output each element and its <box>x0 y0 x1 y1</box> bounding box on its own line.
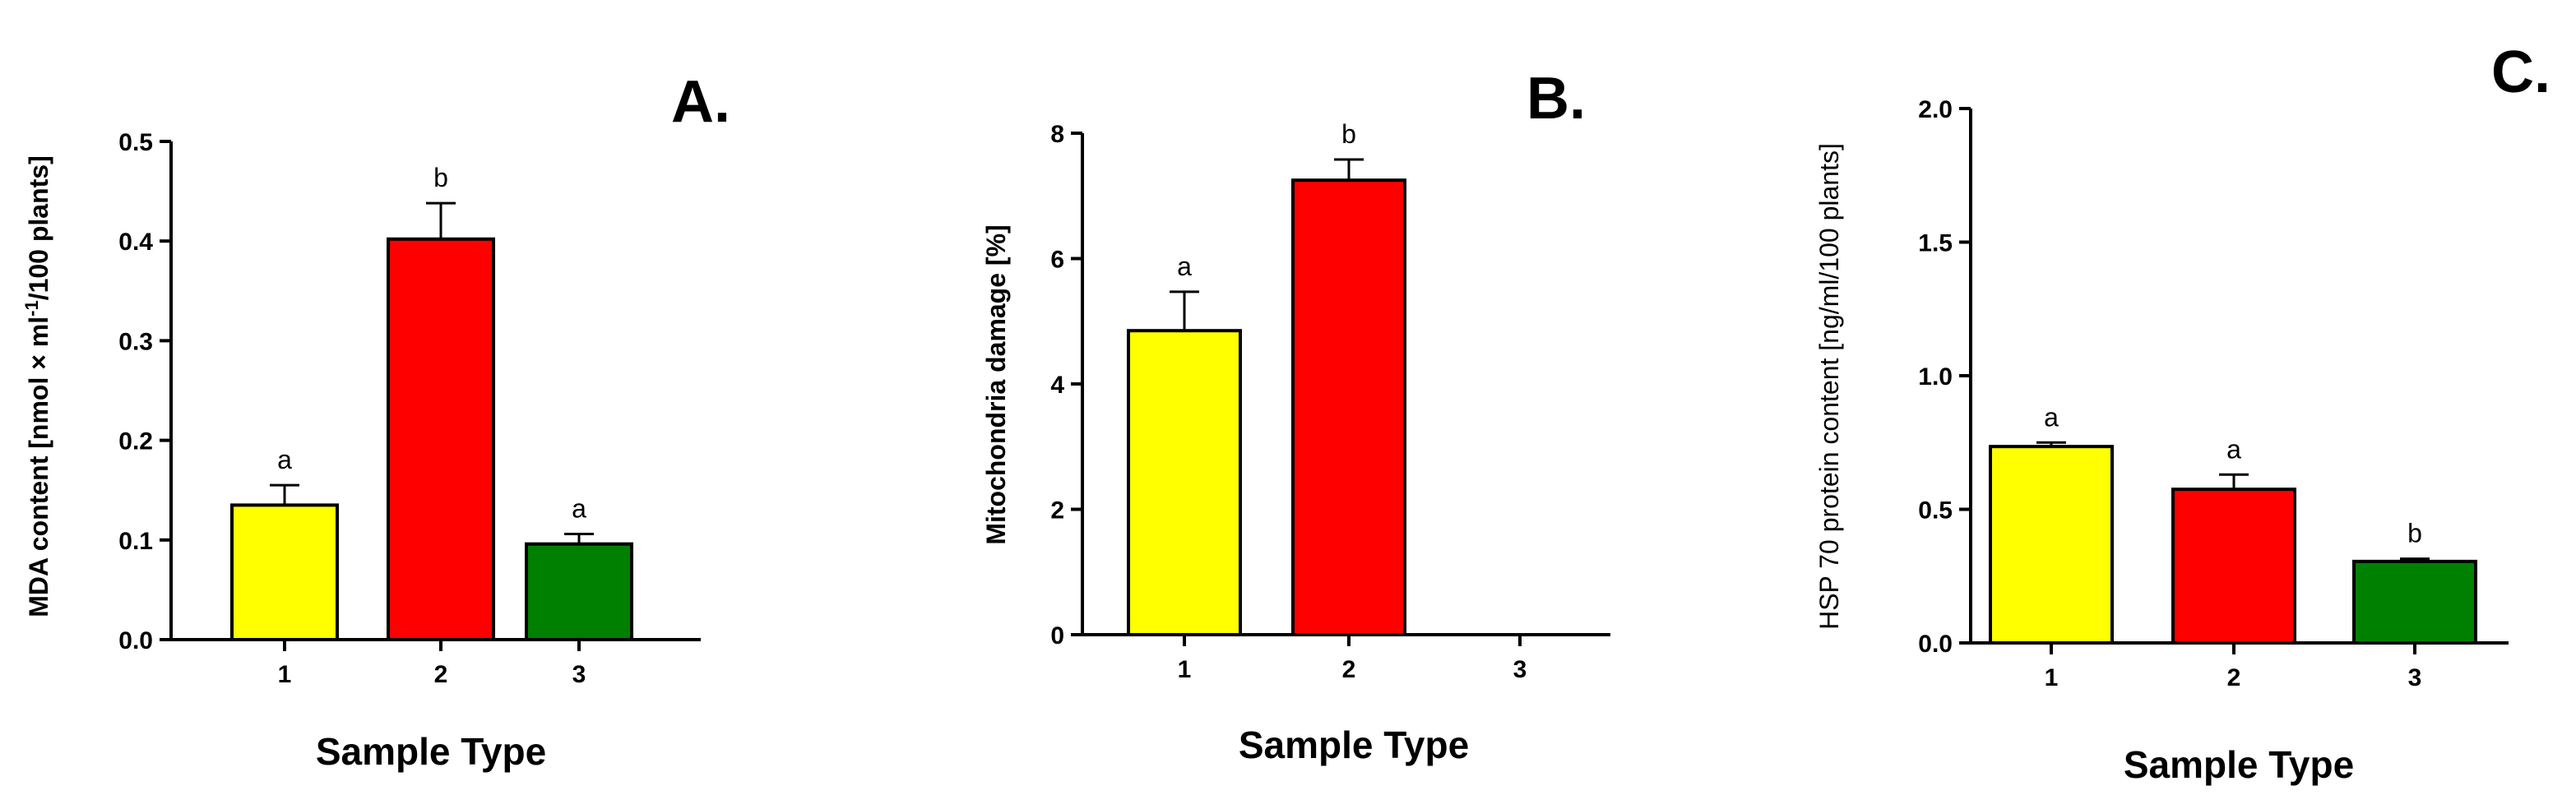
panel-a-ylabel: MDA content [nmol × ml-1/100 plants] <box>21 155 54 617</box>
panel-b-bar-2 <box>1291 178 1406 636</box>
panel-a-significance-label: b <box>433 163 448 192</box>
panel-b-y-tick-label: 4 <box>1050 372 1064 399</box>
panel-b-significance-label: b <box>1341 119 1356 149</box>
panel-a-bar-1 <box>230 503 339 641</box>
panel-c-chart: C. HSP 70 protein content [ng/ml/100 pla… <box>1814 39 2551 786</box>
panel-a-x-tick-label: 3 <box>572 661 586 688</box>
panel-c-xlabel: Sample Type <box>2124 743 2354 786</box>
panel-b-y-tick-label: 8 <box>1050 121 1064 148</box>
panel-b-y-tick-label: 6 <box>1050 247 1064 274</box>
panel-a-y-tick-label: 0.1 <box>118 528 153 555</box>
panel-a-chart: A. MDA content [nmol × ml-1/100 plants] … <box>21 69 731 773</box>
panel-c-x-tick-label: 3 <box>2408 664 2422 691</box>
panel-c-bar-1 <box>1989 445 2114 645</box>
panel-c-y-tick-label: 0.5 <box>1918 497 1953 525</box>
panel-c-bar-2 <box>2171 488 2296 645</box>
panel-a-significance-label: a <box>572 494 586 524</box>
panel-a-bar-2 <box>387 237 495 641</box>
panel-c-ylabel: HSP 70 protein content [ng/ml/100 plants… <box>1814 143 1844 630</box>
panel-c-x-tick-label: 2 <box>2227 664 2241 691</box>
panel-b-x-tick-label: 3 <box>1513 656 1527 683</box>
panel-b-letter: B. <box>1527 66 1586 132</box>
panel-b-y-tick-label: 0 <box>1050 622 1064 650</box>
panel-c-x-tick-label: 1 <box>2045 664 2059 691</box>
panel-b-chart: B. Mitochondria damage [%] Sample Type 0… <box>981 66 1610 766</box>
panel-c-significance-label: b <box>2407 519 2422 548</box>
panel-a-y-tick-label: 0.2 <box>118 428 153 455</box>
panel-b-x-tick-label: 2 <box>1342 656 1356 683</box>
panel-a-bar-3 <box>525 542 633 642</box>
panel-c-y-tick-label: 0.0 <box>1918 631 1953 658</box>
panel-b-significance-label: a <box>1177 252 1192 281</box>
panel-c-significance-label: a <box>2044 402 2059 432</box>
panel-b-x-tick-label: 1 <box>1178 656 1192 683</box>
panel-a-y-tick-label: 0.0 <box>118 627 153 654</box>
panel-c-letter: C. <box>2491 39 2551 105</box>
panel-c-bar-3 <box>2352 559 2477 645</box>
panel-c-y-tick-label: 2.0 <box>1918 96 1953 123</box>
panel-b-ylabel: Mitochondria damage [%] <box>981 224 1011 544</box>
panel-a-y-tick-label: 0.4 <box>118 229 153 256</box>
panel-a-letter: A. <box>671 69 730 135</box>
panel-c-significance-label: a <box>2226 434 2241 464</box>
panel-a-xlabel: Sample Type <box>316 730 546 773</box>
panel-b-y-tick-label: 2 <box>1050 497 1064 525</box>
panel-b-xlabel: Sample Type <box>1239 723 1469 766</box>
panel-c-y-tick-label: 1.5 <box>1918 230 1953 257</box>
panel-a-y-tick-label: 0.3 <box>118 328 153 355</box>
panel-c-y-tick-label: 1.0 <box>1918 363 1953 391</box>
panel-a-x-tick-label: 1 <box>278 661 292 688</box>
panel-a-x-tick-label: 2 <box>434 661 448 688</box>
panel-a-significance-label: a <box>277 445 292 474</box>
panel-a-y-tick-label: 0.5 <box>118 129 153 156</box>
panel-b-bar-1 <box>1127 329 1242 636</box>
